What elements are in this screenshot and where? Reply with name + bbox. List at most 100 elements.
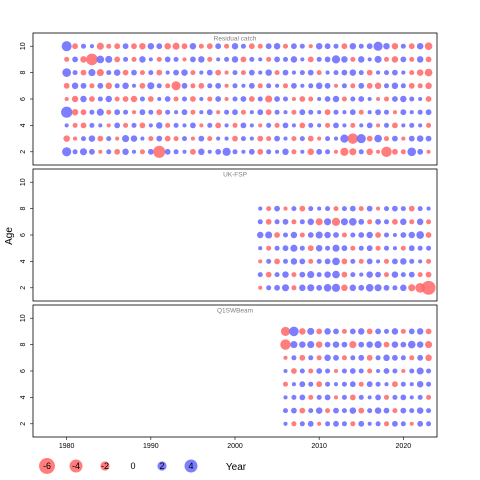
residual-bubble (283, 395, 288, 400)
residual-bubble (265, 95, 273, 103)
residual-bubble (291, 382, 296, 387)
residual-bubble (358, 96, 365, 102)
residual-bubble (80, 95, 87, 103)
residual-bubble (391, 328, 399, 335)
residual-bubble (416, 69, 424, 76)
residual-bubble (122, 43, 129, 50)
residual-bubble (391, 271, 399, 278)
residual-bubble (207, 96, 213, 102)
residual-bubble (106, 109, 112, 115)
residual-bubble (308, 394, 314, 400)
residual-bubble (367, 57, 372, 62)
residual-bubble (392, 135, 398, 142)
residual-bubble (349, 328, 356, 335)
residual-bubble (291, 123, 296, 128)
residual-bubble (416, 135, 424, 142)
residual-bubble (333, 420, 339, 427)
residual-bubble (409, 96, 415, 102)
residual-bubble (426, 258, 432, 264)
panel-2: Q1SWBeam 2 4 6 8 10 (20, 304, 438, 438)
residual-bubble (190, 148, 196, 155)
residual-bubble (156, 83, 162, 89)
residual-bubble (373, 41, 383, 51)
residual-bubble (401, 123, 406, 128)
residual-bubble (148, 109, 154, 115)
residual-bubble (308, 206, 314, 212)
residual-bubble (72, 43, 78, 50)
residual-bubble (80, 136, 87, 142)
residual-bubble (274, 232, 280, 238)
residual-bubble (392, 232, 397, 238)
residual-bubble (366, 245, 373, 252)
residual-bubble (418, 123, 423, 128)
residual-bubble (383, 109, 390, 115)
residual-bubble (257, 272, 263, 278)
residual-bubble (80, 122, 87, 129)
residual-bubble (290, 56, 298, 63)
residual-bubble (333, 354, 339, 361)
y-tick-label: 10 (20, 178, 27, 186)
residual-bubble (206, 43, 213, 50)
residual-bubble (383, 136, 390, 142)
residual-bubble (383, 368, 390, 374)
residual-bubble (331, 283, 341, 292)
residual-bubble (417, 109, 423, 115)
residual-bubble (341, 206, 347, 212)
residual-bubble (383, 394, 390, 400)
residual-bubble (265, 218, 272, 225)
residual-bubble (206, 69, 213, 76)
residual-bubble (299, 70, 305, 76)
residual-bubble (317, 421, 322, 426)
residual-bubble (300, 83, 305, 88)
residual-bubble (283, 136, 288, 141)
residual-bubble (182, 149, 187, 154)
residual-bubble (139, 122, 146, 129)
residual-bubble (341, 56, 348, 63)
residual-bubble (400, 381, 406, 387)
x-axis: 1980 1990 2000 2010 2020 (59, 437, 411, 450)
residual-bubble (282, 83, 289, 89)
panel-title: Q1SWBeam (217, 308, 253, 315)
residual-bubble (375, 245, 381, 251)
residual-bubble (417, 245, 423, 251)
residual-bubble (257, 135, 264, 142)
residual-bubble (258, 259, 263, 264)
residual-bubble (324, 218, 332, 226)
residual-bubble (416, 367, 424, 375)
residual-bubble (332, 95, 340, 103)
residual-bubble (199, 123, 204, 128)
residual-bubble (408, 205, 415, 212)
residual-bubble (408, 284, 416, 292)
residual-bubble (392, 258, 398, 265)
residual-bubble (424, 68, 433, 77)
residual-bubble (224, 56, 230, 62)
residual-bubble (316, 394, 322, 400)
residual-bubble (71, 95, 79, 103)
residual-bubble (375, 394, 381, 401)
residual-bubble (421, 280, 436, 295)
residual-bubble (299, 328, 306, 335)
residual-bubble (400, 245, 406, 251)
residual-bubble (341, 328, 347, 334)
residual-bubble (64, 96, 69, 102)
residual-bubble (299, 407, 306, 414)
residual-bubble (274, 109, 280, 115)
residual-bubble (232, 109, 238, 116)
residual-bubble (291, 149, 297, 155)
residual-bubble (299, 205, 306, 212)
residual-bubble (333, 407, 339, 414)
residual-bubble (375, 218, 381, 225)
residual-bubble (122, 148, 129, 156)
residual-bubble (358, 381, 364, 387)
residual-bubble (426, 368, 432, 374)
residual-bubble (367, 96, 372, 102)
residual-bubble (307, 341, 315, 349)
residual-bubble (224, 123, 229, 128)
residual-bubble (88, 135, 96, 142)
residual-bubble (400, 83, 406, 89)
residual-bubble (274, 272, 280, 278)
residual-bubble (266, 83, 272, 89)
residual-bubble (190, 70, 196, 76)
residual-bubble (207, 149, 212, 154)
residual-bubble (299, 421, 305, 427)
